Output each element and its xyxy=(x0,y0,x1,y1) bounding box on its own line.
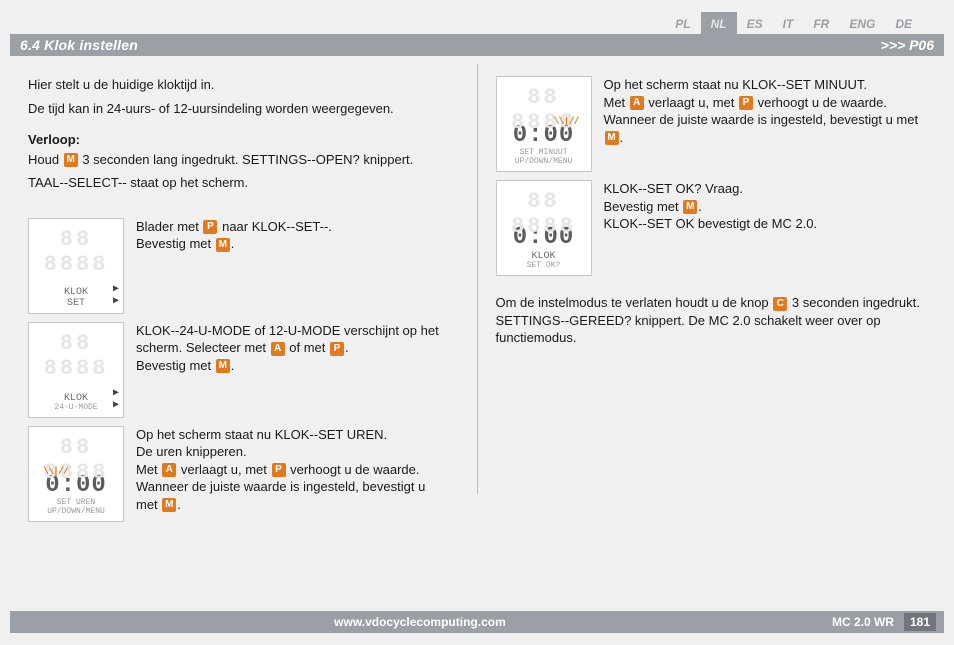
lang-es[interactable]: ES xyxy=(737,12,773,34)
section-title: 6.4 Klok instellen xyxy=(20,37,138,53)
footer-bar: www.vdocyclecomputing.com MC 2.0 WR 181 xyxy=(10,611,944,633)
key-m-icon: M xyxy=(216,359,230,373)
section-ref: >>> P06 xyxy=(881,37,934,53)
verloop-label: Verloop: xyxy=(28,131,459,149)
step-row: 88 8888 \\|// 0:00 SET MINUUT UP/DOWN/ME… xyxy=(496,76,927,172)
lang-pl[interactable]: PL xyxy=(665,12,700,34)
step-text: Op het scherm staat nu KLOK--SET UREN. D… xyxy=(136,426,446,514)
lcd-thumb: 88 8888 ▶ ▶ KLOK 24-U-MODE xyxy=(28,322,124,418)
key-a-icon: A xyxy=(271,342,285,356)
footer-page-number: 181 xyxy=(904,613,936,631)
lang-de[interactable]: DE xyxy=(885,12,922,34)
step-text: KLOK--24-U-MODE of 12-U-MODE verschijnt … xyxy=(136,322,446,375)
step-row: 88 8888 ▶ ▶ KLOK 24-U-MODE KLOK--24-U-MO… xyxy=(28,322,459,418)
section-header: 6.4 Klok instellen >>> P06 xyxy=(10,34,944,56)
verloop-text-2: TAAL--SELECT-- staat op het scherm. xyxy=(28,174,459,192)
key-p-icon: P xyxy=(330,342,344,356)
step-row: 88 8888 0:00 KLOK SET OK? KLOK--SET OK? … xyxy=(496,180,927,276)
step-text: Blader met P naar KLOK--SET--. Bevestig … xyxy=(136,218,446,253)
column-right: 88 8888 \\|// 0:00 SET MINUUT UP/DOWN/ME… xyxy=(478,76,927,530)
step-row: 88 8888 \\|// 0:00 SET UREN UP/DOWN/MENU… xyxy=(28,426,459,522)
verloop-text-1: Houd M 3 seconden lang ingedrukt. SETTIN… xyxy=(28,151,459,169)
key-p-icon: P xyxy=(272,463,286,477)
step-text: Op het scherm staat nu KLOK--SET MINUUT.… xyxy=(604,76,927,146)
key-c-icon: C xyxy=(773,297,787,311)
column-left: Hier stelt u de huidige kloktijd in. De … xyxy=(28,76,477,530)
lang-nl[interactable]: NL xyxy=(701,12,737,34)
key-p-icon: P xyxy=(203,220,217,234)
footer-url: www.vdocyclecomputing.com xyxy=(18,615,822,629)
lcd-thumb: 88 8888 \\|// 0:00 SET MINUUT UP/DOWN/ME… xyxy=(496,76,592,172)
lcd-thumb: 88 8888 ▶ ▶ KLOK SET xyxy=(28,218,124,314)
lcd-thumb: 88 8888 \\|// 0:00 SET UREN UP/DOWN/MENU xyxy=(28,426,124,522)
step-text: KLOK--SET OK? Vraag. Bevestig met M. KLO… xyxy=(604,180,927,233)
lang-fr[interactable]: FR xyxy=(803,12,839,34)
key-p-icon: P xyxy=(739,96,753,110)
language-bar: PL NL ES IT FR ENG DE xyxy=(665,12,922,34)
lang-eng[interactable]: ENG xyxy=(839,12,885,34)
intro-line-1: Hier stelt u de huidige kloktijd in. xyxy=(28,76,459,94)
content: Hier stelt u de huidige kloktijd in. De … xyxy=(28,76,926,530)
key-a-icon: A xyxy=(630,96,644,110)
key-m-icon: M xyxy=(162,498,176,512)
intro-line-2: De tijd kan in 24-uurs- of 12-uursindeli… xyxy=(28,100,459,118)
step-row: 88 8888 ▶ ▶ KLOK SET Blader met P naar K… xyxy=(28,218,459,314)
key-m-icon: M xyxy=(683,200,697,214)
key-m-icon: M xyxy=(216,238,230,252)
key-a-icon: A xyxy=(162,463,176,477)
key-m-icon: M xyxy=(64,153,78,167)
outro-text: Om de instelmodus te verlaten houdt u de… xyxy=(496,294,927,347)
key-m-icon: M xyxy=(605,131,619,145)
lcd-thumb: 88 8888 0:00 KLOK SET OK? xyxy=(496,180,592,276)
lang-it[interactable]: IT xyxy=(773,12,804,34)
footer-model: MC 2.0 WR xyxy=(832,615,894,629)
